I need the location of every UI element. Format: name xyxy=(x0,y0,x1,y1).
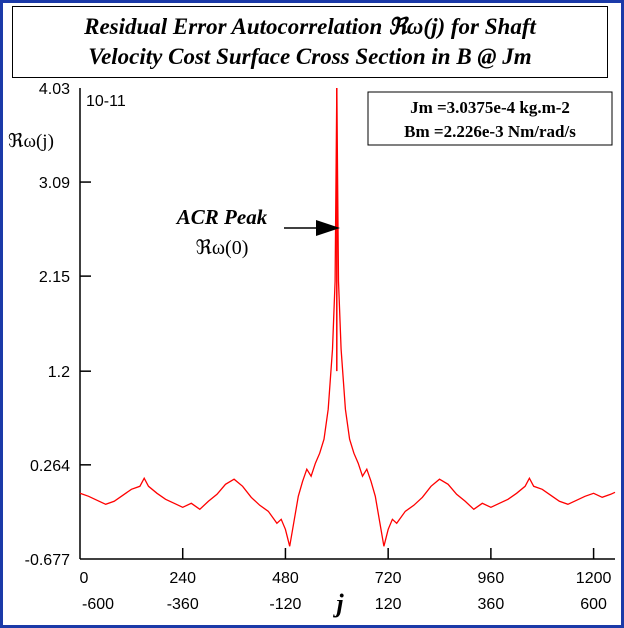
series-line xyxy=(79,87,616,547)
title-line-2: Velocity Cost Surface Cross Section in B… xyxy=(88,44,532,69)
info-line-2: Bm =2.226e-3 Nm/rad/s xyxy=(404,122,576,141)
info-box xyxy=(367,91,613,146)
y-axis-label: ℜω(j) xyxy=(8,131,54,152)
y-tick-label: 1.2 xyxy=(48,364,70,381)
annotation-subtitle: ℜω(0) xyxy=(196,237,249,259)
y-tick-label: 4.03 xyxy=(39,81,70,98)
x-axis-label: j xyxy=(332,589,344,618)
x-tick-label-top: 1200 xyxy=(576,570,612,587)
title-line-1: Residual Error Autocorrelation ℜω(j) for… xyxy=(84,14,536,39)
y-multiplier-label: 10-11 xyxy=(86,93,126,110)
annotation-title: ACR Peak xyxy=(175,205,268,229)
x-tick-label-bottom: -120 xyxy=(269,596,301,613)
y-tick-label: -0.677 xyxy=(25,552,70,569)
y-tick-label: 0.264 xyxy=(30,458,70,475)
x-tick-label-bottom: 360 xyxy=(478,596,505,613)
annotation-arrow-head xyxy=(316,220,340,236)
x-tick-label-bottom: -360 xyxy=(167,596,199,613)
x-tick-label-top: 240 xyxy=(169,570,196,587)
x-tick-label-top: 480 xyxy=(272,570,299,587)
x-tick-label-bottom: -600 xyxy=(82,596,114,613)
x-tick-label-bottom: 120 xyxy=(375,596,402,613)
y-tick-label: 2.15 xyxy=(39,269,70,286)
x-tick-label-top: 720 xyxy=(375,570,402,587)
y-tick-label: 3.09 xyxy=(39,175,70,192)
x-tick-label-bottom: 600 xyxy=(580,596,607,613)
chart-title: Residual Error Autocorrelation ℜω(j) for… xyxy=(12,6,608,78)
info-line-1: Jm =3.0375e-4 kg.m-2 xyxy=(410,98,570,117)
x-tick-label-top: 0 xyxy=(80,570,89,587)
x-tick-label-top: 960 xyxy=(478,570,505,587)
